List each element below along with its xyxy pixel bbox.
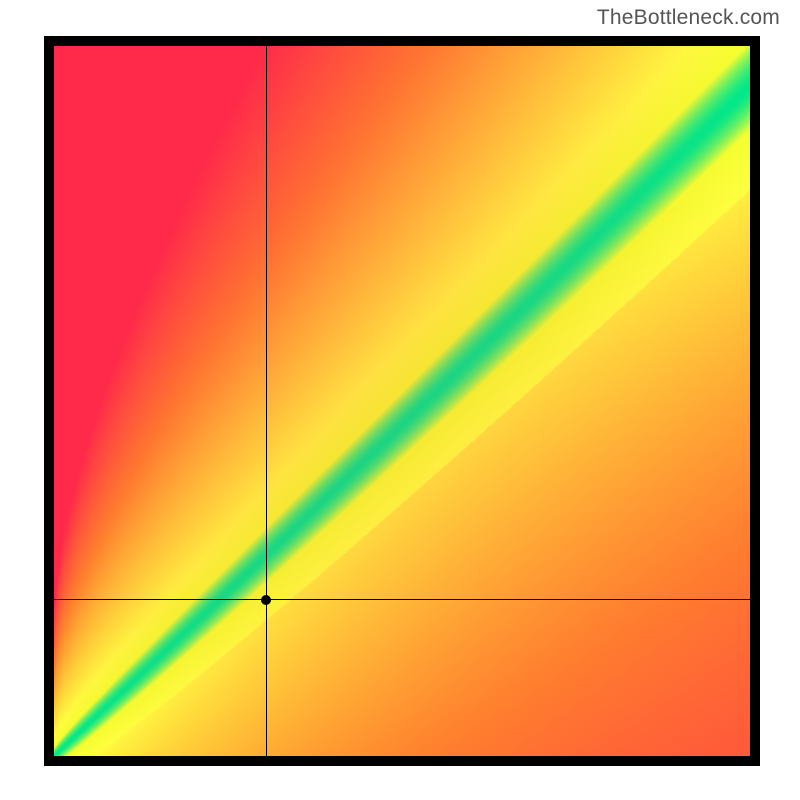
crosshair-horizontal bbox=[54, 599, 750, 600]
bottleneck-heatmap bbox=[54, 46, 750, 756]
crosshair-point bbox=[261, 595, 271, 605]
crosshair-vertical bbox=[266, 46, 267, 756]
watermark-text: TheBottleneck.com bbox=[597, 6, 780, 30]
